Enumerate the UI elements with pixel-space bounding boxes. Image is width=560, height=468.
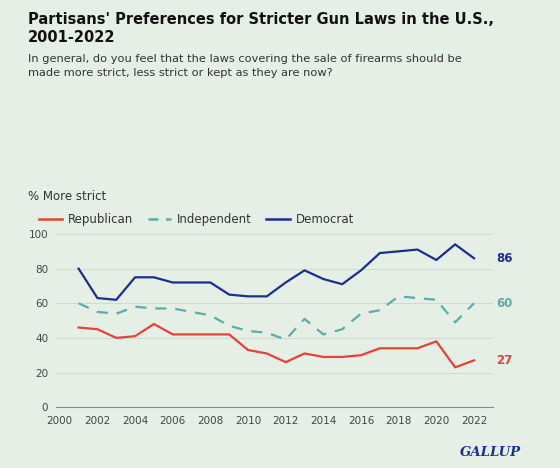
Legend: Republican, Independent, Democrat: Republican, Independent, Democrat	[34, 209, 359, 231]
Text: 86: 86	[497, 252, 513, 265]
Text: 2001-2022: 2001-2022	[28, 30, 115, 45]
Text: Partisans' Preferences for Stricter Gun Laws in the U.S.,: Partisans' Preferences for Stricter Gun …	[28, 12, 494, 27]
Text: % More strict: % More strict	[28, 190, 106, 203]
Text: 60: 60	[497, 297, 513, 310]
Text: In general, do you feel that the laws covering the sale of firearms should be
ma: In general, do you feel that the laws co…	[28, 54, 462, 78]
Text: GALLUP: GALLUP	[460, 446, 521, 459]
Text: 27: 27	[497, 354, 513, 367]
